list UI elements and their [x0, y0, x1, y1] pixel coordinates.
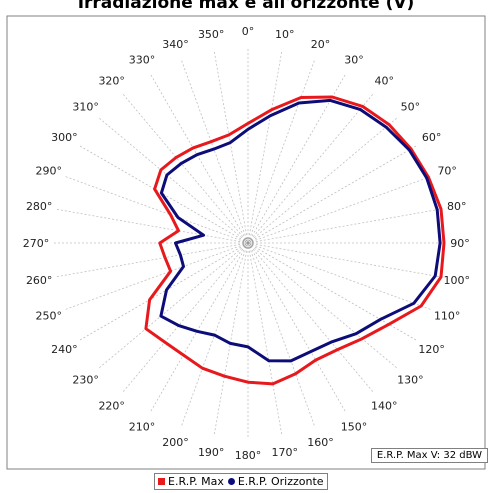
grid-spoke [247, 242, 316, 428]
angle-label: 10° [275, 28, 295, 41]
legend-label-horizon: E.R.P. Orizzonte [237, 475, 324, 488]
angle-label: 340° [162, 38, 189, 51]
grid-spoke [247, 49, 283, 244]
angle-label: 320° [98, 75, 125, 88]
angle-label: 200° [162, 436, 189, 449]
grid-spoke [247, 116, 399, 244]
grid-spoke [247, 242, 418, 342]
grid-spoke [247, 242, 442, 278]
grid-spoke [247, 92, 375, 244]
legend-swatch-horizon [227, 478, 235, 485]
angle-label: 130° [397, 373, 424, 386]
grid-spoke [213, 242, 249, 437]
angle-label: 190° [198, 446, 225, 459]
grid-spoke [213, 49, 249, 244]
angle-label: 150° [341, 421, 368, 434]
chart-title: Irradiazione max e all'orizzonte (V) [77, 0, 415, 13]
angle-label: 30° [344, 53, 364, 66]
grid-spoke [247, 144, 418, 244]
series-erp-max [144, 95, 446, 386]
grid-spoke [149, 73, 249, 244]
grid-spoke [54, 208, 249, 244]
center-marker [242, 237, 254, 249]
erp-annotation: E.R.P. Max V: 32 dBW [370, 448, 488, 463]
grid-spoke [247, 242, 283, 437]
angle-label: 160° [307, 436, 334, 449]
center-marker [244, 239, 252, 247]
grid-spoke [121, 242, 249, 394]
angle-label: 290° [36, 165, 63, 178]
grid-spoke [149, 242, 249, 413]
angle-label: 330° [129, 53, 156, 66]
angle-label: 60° [422, 131, 442, 144]
grid-spoke [180, 242, 249, 428]
angle-label: 350° [198, 28, 225, 41]
grid-spoke [63, 242, 249, 311]
legend-swatch-max [158, 478, 165, 485]
grid-spoke [97, 116, 249, 244]
grid-spoke [247, 58, 316, 244]
plot-area [6, 15, 486, 470]
angle-label: 0° [242, 25, 255, 38]
center-dot [246, 241, 250, 245]
angle-label: 300° [51, 131, 78, 144]
angle-label: 20° [311, 38, 331, 51]
legend-item-horizon: E.R.P. Orizzonte [227, 475, 324, 488]
angle-label: 100° [444, 274, 471, 287]
grid-spoke [247, 242, 433, 311]
angle-label: 110° [434, 310, 461, 323]
grid-spoke [247, 242, 347, 413]
series-erp-horizon [159, 98, 442, 363]
grid-spoke [247, 175, 433, 244]
angle-label: 180° [235, 449, 262, 462]
grid-spoke [121, 92, 249, 244]
legend-item-max: E.R.P. Max [158, 475, 224, 488]
angle-label: 270° [23, 237, 50, 250]
grid-spoke [54, 242, 249, 278]
angle-label: 90° [450, 237, 470, 250]
grid-spoke [180, 58, 249, 244]
legend: E.R.P. Max E.R.P. Orizzonte [154, 473, 328, 490]
angle-label: 210° [129, 421, 156, 434]
angle-label: 120° [418, 343, 445, 356]
angle-label: 40° [375, 75, 395, 88]
angle-label: 280° [26, 200, 53, 213]
angle-label: 240° [51, 343, 78, 356]
angle-label: 170° [272, 446, 299, 459]
grid-spoke [97, 242, 249, 370]
legend-label-max: E.R.P. Max [168, 475, 224, 488]
angle-label: 70° [437, 165, 457, 178]
grid-spoke [78, 242, 249, 342]
angle-label: 310° [72, 101, 99, 114]
grid-spoke [247, 242, 399, 370]
grid-spoke [247, 208, 442, 244]
angle-label: 260° [26, 274, 53, 287]
angle-label: 220° [98, 399, 125, 412]
grid-spoke [247, 73, 347, 244]
grid-spoke [63, 175, 249, 244]
grid-spoke [247, 242, 375, 394]
angle-label: 50° [401, 101, 421, 114]
angle-label: 80° [447, 200, 467, 213]
angle-label: 250° [36, 310, 63, 323]
angle-label: 140° [371, 399, 398, 412]
angle-label: 230° [72, 373, 99, 386]
